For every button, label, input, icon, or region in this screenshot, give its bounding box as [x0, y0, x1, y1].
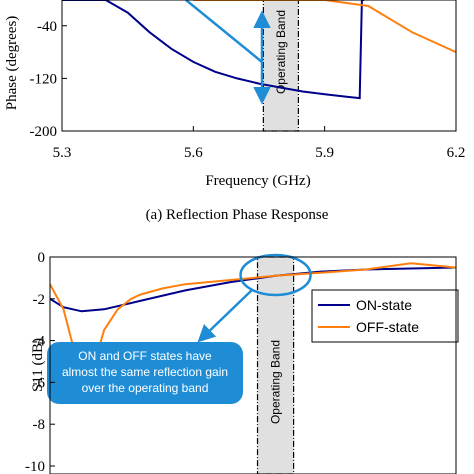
callout-line-1: ON and OFF states have	[78, 349, 212, 363]
phase-x-tick-label: 5.6	[184, 145, 203, 161]
phase-series-on	[62, 0, 365, 100]
legend-label-on: ON-state	[356, 297, 412, 313]
callout-arrow	[185, 0, 263, 63]
phase-x-tick-label: 6.2	[447, 145, 466, 161]
phase-plot-frame	[61, 0, 457, 132]
s11-ticks: 0 -2 -4 -6 -8 -10	[25, 250, 55, 474]
phase-y-axis-label: Phase (degrees)	[4, 16, 20, 111]
s11-y-tick-label: 0	[38, 250, 46, 266]
legend: ON-state OFF-state	[311, 289, 459, 343]
s11-y-tick-label: -4	[33, 334, 46, 350]
phase-y-tick-label: -40	[37, 19, 57, 35]
highlight-ellipse	[239, 253, 312, 297]
phase-series-off	[193, 0, 457, 54]
phase-plot: Operating Band 5.35.65.96.2-200-120-4040…	[4, 0, 465, 223]
operating-band-label: Operating Band	[269, 340, 283, 424]
phase-x-tick-label: 5.9	[315, 145, 334, 161]
phase-x-tick-label: 5.3	[53, 145, 72, 161]
s11-y-axis-label: S11 (dB)	[30, 338, 46, 392]
callout-line-2: almost the same reflection gain	[62, 365, 228, 379]
s11-y-tick-label: -2	[33, 292, 46, 308]
legend-box	[311, 289, 459, 343]
annotation-callout: ON and OFF states have almost the same r…	[47, 342, 243, 404]
phase-series-group	[62, 0, 457, 100]
s11-plot-frame	[49, 256, 457, 474]
phase-y-tick-label: -120	[30, 71, 58, 87]
callout-arrow	[197, 289, 253, 343]
phase-ticks: 5.35.65.96.2-200-120-4040	[30, 19, 466, 161]
s11-y-tick-label: -10	[25, 459, 45, 474]
phase-x-axis-label: Frequency (GHz)	[205, 173, 310, 189]
s11-y-tick-label: -6	[33, 375, 46, 391]
callout-line-3: over the operating band	[82, 381, 209, 395]
callout-box	[47, 342, 243, 404]
phase-y-tick-label: -200	[30, 124, 58, 140]
phase-caption: (a) Reflection Phase Response	[146, 207, 329, 223]
legend-label-off: OFF-state	[356, 319, 419, 335]
s11-y-tick-label: -8	[33, 417, 46, 433]
operating-band-label: Operating Band	[274, 10, 288, 94]
s11-plot: Operating Band ON and OFF states have al…	[25, 250, 459, 474]
